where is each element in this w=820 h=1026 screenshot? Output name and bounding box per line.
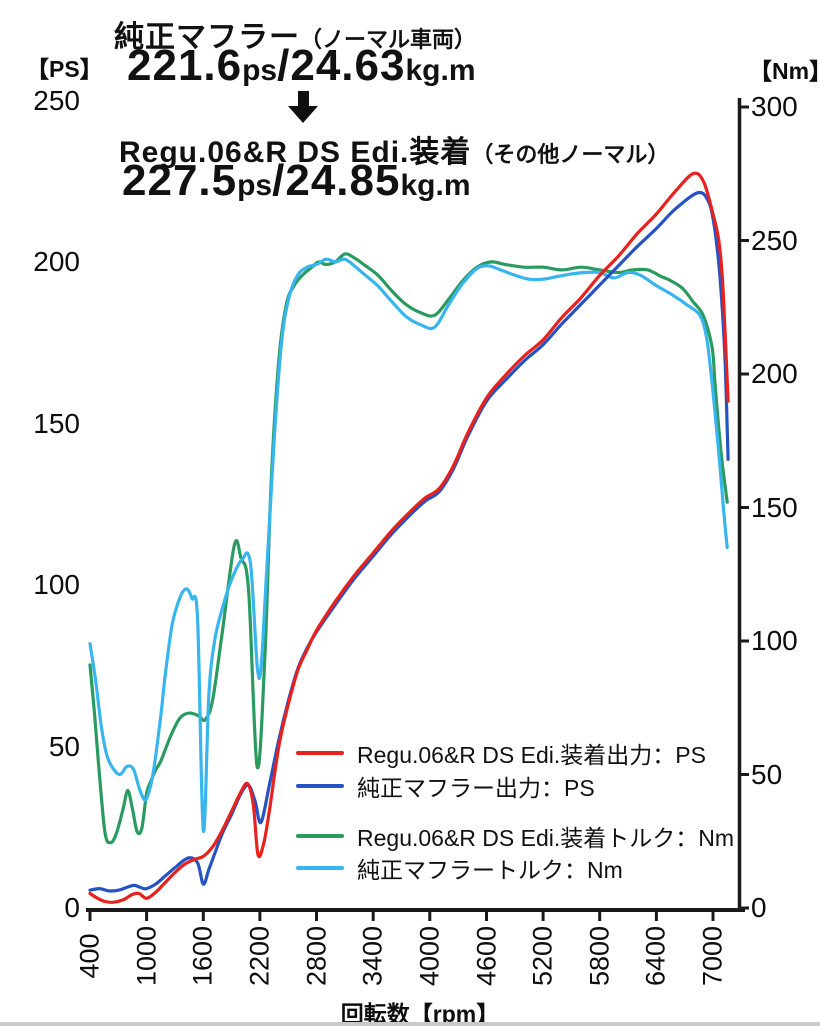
x-axis-title: 回転数【rpm】 bbox=[340, 1001, 500, 1026]
legend-label: Regu.06&R DS Edi.装着トルク：Nm bbox=[357, 825, 735, 851]
left-axis-tick-label: 150 bbox=[33, 407, 80, 439]
after-torque-value: 24.85 bbox=[285, 156, 401, 205]
legend-line-swatch bbox=[296, 834, 344, 838]
left-axis-tick-label: 100 bbox=[33, 569, 80, 601]
before-ps-unit: ps bbox=[242, 54, 278, 87]
series-curve bbox=[88, 171, 730, 904]
before-ps-value: 221.6 bbox=[127, 41, 243, 90]
left-axis-tick-label: 50 bbox=[48, 730, 80, 762]
legend-line-swatch bbox=[296, 866, 344, 870]
down-arrow-icon bbox=[288, 91, 318, 123]
right-axis-tick-label: 150 bbox=[751, 491, 798, 523]
value-separator: / bbox=[272, 156, 286, 205]
legend-line-swatch bbox=[296, 751, 344, 755]
after-ps-unit: ps bbox=[237, 169, 273, 202]
right-axis-tick-label: 200 bbox=[751, 358, 798, 389]
legend-item: 純正マフラートルク：Nm bbox=[296, 851, 623, 885]
legend-label: 純正マフラー出力：PS bbox=[357, 775, 595, 801]
before-torque-unit: kg.m bbox=[405, 54, 476, 87]
legend-label: 純正マフラートルク：Nm bbox=[357, 857, 623, 883]
before-title: 純正マフラー（ノーマル車両） bbox=[114, 12, 476, 56]
legend-item: Regu.06&R DS Edi.装着トルク：Nm bbox=[296, 819, 734, 853]
right-axis-tick-label: 50 bbox=[751, 758, 783, 790]
after-torque-unit: kg.m bbox=[400, 169, 471, 202]
left-axis-tick-label: 250 bbox=[33, 85, 80, 116]
legend-item: 純正マフラー出力：PS bbox=[296, 769, 595, 803]
series-curve bbox=[88, 257, 729, 833]
value-separator: / bbox=[277, 41, 291, 90]
right-axis-tick-label: 250 bbox=[751, 224, 798, 256]
after-title: Regu.06&R DS Edi.装着（その他ノーマル） bbox=[119, 127, 669, 171]
right-axis-tick-label: 300 bbox=[751, 91, 798, 122]
left-axis-tick-label: 0 bbox=[64, 892, 80, 923]
legend-line-swatch bbox=[296, 784, 344, 788]
after-result: 227.5ps/24.85kg.m bbox=[122, 159, 471, 203]
after-qualifier: （その他ノーマル） bbox=[471, 142, 670, 167]
bottom-edge-bar bbox=[0, 1022, 820, 1026]
right-axis-tick-label: 100 bbox=[751, 625, 798, 656]
right-axis-unit-label: 【Nm】 bbox=[749, 58, 820, 84]
right-axis-tick-label: 0 bbox=[751, 892, 767, 923]
before-torque-value: 24.63 bbox=[290, 41, 406, 90]
left-axis-tick-label: 200 bbox=[33, 246, 80, 278]
legend-label: Regu.06&R DS Edi.装着出力：PS bbox=[357, 742, 706, 768]
before-qualifier: （ノーマル車両） bbox=[300, 27, 477, 52]
after-ps-value: 227.5 bbox=[122, 156, 238, 205]
legend-item: Regu.06&R DS Edi.装着出力：PS bbox=[296, 736, 706, 770]
before-name: 純正マフラー bbox=[114, 21, 300, 54]
after-name: Regu.06&R DS Edi.装着 bbox=[119, 136, 472, 169]
before-result: 221.6ps/24.63kg.m bbox=[127, 44, 476, 88]
